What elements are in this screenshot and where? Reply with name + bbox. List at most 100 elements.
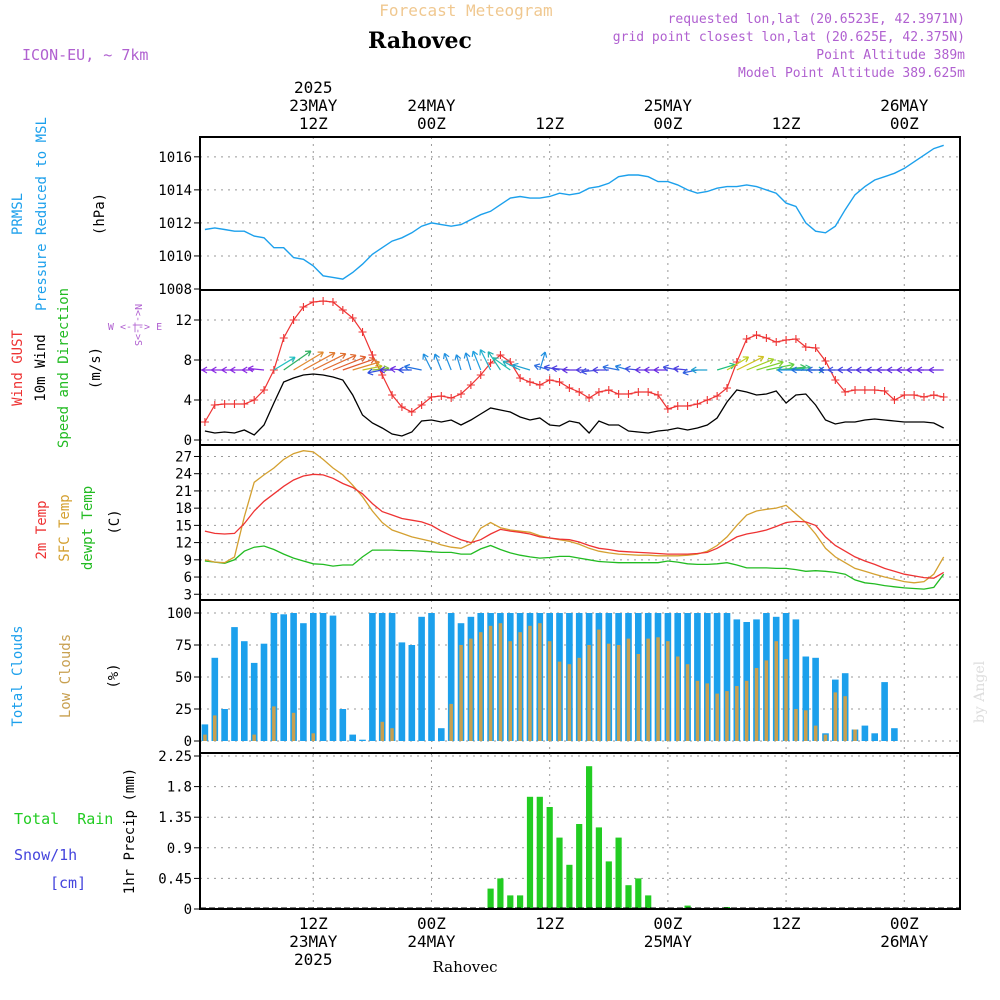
gust-marker	[624, 390, 633, 398]
gust-marker	[200, 418, 209, 426]
top-time-label: 00Z	[417, 114, 446, 133]
low-cloud-bar	[587, 645, 591, 741]
prmsl-label: PRMSL	[10, 193, 26, 235]
top-time-label: 12Z	[772, 114, 801, 133]
precipitation-ytick-label: 1.8	[167, 780, 192, 796]
wind-arrow	[479, 349, 492, 371]
wind-speed-dir-label: Speed and Direction	[56, 288, 72, 448]
compass-we: W <-|-> E	[108, 322, 162, 333]
low-cloud-bar	[528, 625, 532, 741]
total-cloud-bar	[802, 656, 810, 741]
pressure-ytick-label: 1010	[158, 249, 192, 265]
gust-marker	[397, 403, 406, 411]
precipitation-ytick-label: 0	[184, 902, 192, 918]
total-clouds-label: Total Clouds	[10, 625, 26, 726]
t2m-line	[204, 473, 945, 579]
temperature-ytick-label: 12	[175, 536, 192, 552]
temperature-data	[204, 450, 945, 590]
low-cloud-bar	[695, 680, 700, 741]
low-cloud-bar	[547, 641, 552, 741]
wind-arrow	[512, 362, 531, 371]
low-cloud-bar	[488, 625, 493, 741]
total-cloud-bar	[270, 613, 278, 741]
wind-ytick-label: 0	[184, 433, 192, 449]
low-cloud-bar	[203, 734, 207, 741]
gust-marker	[772, 338, 781, 346]
gust-marker	[919, 393, 928, 401]
low-cloud-bar	[272, 706, 276, 741]
rain-bar	[605, 861, 612, 909]
total-rain-label: Total Rain	[14, 810, 113, 828]
low-cloud-bar	[843, 696, 847, 741]
temperature-ytick-label: 6	[184, 570, 192, 586]
low-cloud-bar	[774, 641, 778, 741]
top-time-label: 26MAY	[880, 96, 929, 115]
temperature-ytick-label: 3	[184, 587, 192, 603]
wind-arrow	[283, 350, 312, 371]
temperature-ytick-label: 21	[175, 484, 192, 500]
gust-marker	[516, 374, 525, 382]
pressure-panel: 1008 1010 1012 1014 1016	[158, 136, 961, 298]
rain-bar	[526, 796, 534, 909]
wind-arrow	[756, 360, 784, 371]
celsius-unit: (C)	[107, 509, 123, 534]
gust-marker	[939, 393, 948, 401]
wind-arrow	[602, 364, 619, 372]
low-cloud-bar	[735, 686, 739, 741]
precipitation-ytick-label: 2.25	[158, 749, 192, 765]
low-cloud-bar	[469, 638, 473, 741]
bottom-time-label: 23MAY	[289, 932, 338, 951]
percent-unit: (%)	[106, 663, 122, 688]
low-cloud-bar	[459, 645, 463, 741]
wind-arrow	[502, 360, 521, 371]
total-cloud-bar	[250, 662, 258, 741]
wind-ytick-label: 8	[184, 353, 192, 369]
total-cloud-bar	[280, 614, 287, 741]
gust-marker	[673, 402, 682, 410]
pressure-data	[204, 144, 944, 280]
wind-arrow	[575, 366, 590, 374]
clouds-ytick-label: 0	[184, 734, 192, 750]
low-cloud-bar	[725, 691, 729, 741]
gust-marker	[319, 297, 328, 305]
panels: 1008101010121014101604812369121518212427…	[158, 136, 961, 918]
total-cloud-bar	[428, 613, 435, 741]
wind-arrow	[241, 366, 255, 374]
clouds-panel: 0 25 50 75 100	[167, 599, 961, 754]
temperature-ytick-label: 15	[175, 518, 192, 534]
wind-arrow	[443, 352, 452, 371]
wind-arrow	[690, 366, 708, 374]
low-cloud-bar	[853, 729, 857, 741]
precipitation-data	[200, 766, 960, 909]
bottom-time-label: 24MAY	[407, 932, 456, 951]
compass-ns: N<-|->S	[132, 304, 143, 346]
wind-arrow	[398, 366, 412, 374]
rain-bar	[645, 895, 652, 909]
total-cloud-bar	[300, 623, 307, 741]
low-cloud-bar	[607, 643, 611, 741]
wind-arrow	[342, 357, 376, 371]
gust-marker	[821, 357, 830, 365]
wind-arrow	[746, 357, 775, 371]
low-cloud-bar	[311, 733, 315, 741]
gust-marker	[585, 394, 594, 402]
gust-marker	[240, 400, 249, 408]
cloud-labels: Total Clouds Low Clouds (%)	[10, 625, 122, 726]
low-cloud-bar	[764, 660, 769, 741]
total-cloud-bar	[812, 657, 819, 741]
gust-marker	[851, 386, 860, 394]
temperature-labels: 2m Temp SFC Temp dewpt Temp (C)	[34, 486, 123, 570]
top-time-label: 25MAY	[644, 96, 693, 115]
wind-arrow	[379, 366, 393, 374]
gust-marker	[427, 393, 436, 401]
wind-arrow	[581, 367, 599, 375]
total-cloud-bar	[359, 739, 366, 741]
total-cloud-bar	[231, 627, 238, 741]
gust-marker	[388, 391, 397, 399]
total-cloud-bar	[861, 725, 869, 741]
wind-arrow	[766, 361, 795, 371]
temperature-ytick-label: 9	[184, 553, 192, 569]
bottom-time-label: 00Z	[890, 914, 919, 933]
rain-bar	[595, 827, 602, 909]
total-cloud-bar	[388, 613, 396, 741]
